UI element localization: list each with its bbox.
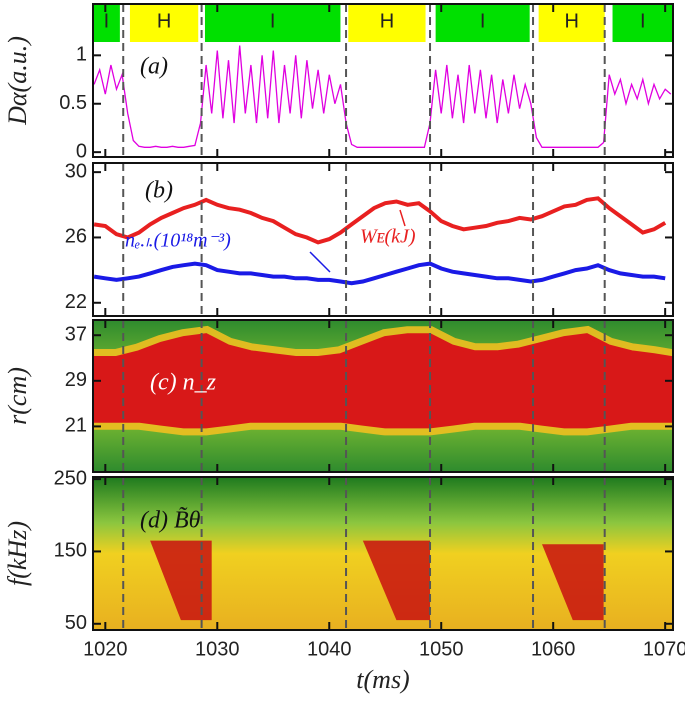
burst [541,544,604,621]
panel-label: (c) n_z [150,370,217,396]
band [93,333,673,429]
annotation-arrow [309,251,331,273]
y-tick-label: 29 [65,369,87,391]
panel [93,320,673,472]
phase-bar [538,4,605,42]
x-tick-label: 1040 [307,638,352,660]
annotation-arrow [399,209,406,227]
x-tick-label: 1070 [643,638,685,660]
x-tick-label: 1050 [419,638,464,660]
phase-label: I [270,10,276,32]
y-tick-label: 21 [65,415,87,437]
panel-label: (a) [140,54,168,80]
y-tick-label: 37 [65,323,87,345]
panel-label: (d) B̃θ [140,507,201,534]
panel [93,477,673,630]
phase-label: I [640,10,646,32]
series-line [93,261,666,286]
panel-frame [92,476,674,631]
series-annotation: nₑ.ₗ.(10¹⁸m⁻³) [125,230,231,252]
phase-bar [204,4,341,42]
series-annotation: Wᴇ(kJ) [360,226,416,248]
phase-label: H [157,10,171,32]
phase-bar [129,4,199,42]
phase-bar [435,4,530,42]
y-tick-label: 30 [65,160,87,182]
burst [362,540,431,621]
panel-label: (b) [145,178,173,204]
y-tick-label: 1 [76,44,87,66]
y-axis-label: Dα(a.u.) [3,36,32,126]
y-tick-label: 0 [76,140,87,162]
y-tick-label: 250 [54,467,87,489]
x-tick-label: 1060 [531,638,576,660]
phase-bar [348,4,426,42]
series-line [93,45,672,148]
phase-label: H [380,10,394,32]
phase-label: I [104,10,110,32]
burst [150,540,212,621]
panel-frame [92,3,674,158]
phase-bar [93,4,120,42]
y-tick-label: 50 [65,612,87,634]
y-tick-label: 0.5 [59,92,87,114]
y-tick-label: 22 [65,291,87,313]
x-axis-label: t(ms) [356,665,409,694]
panel [93,163,667,316]
y-tick-label: 26 [65,226,87,248]
phase-label: H [564,10,578,32]
phase-bar [612,4,673,42]
y-axis-label: f(kHz) [3,521,32,586]
panel-frame [92,162,674,317]
y-tick-label: 150 [54,540,87,562]
series-line [93,196,667,245]
x-tick-label: 1030 [195,638,240,660]
x-tick-label: 1020 [83,638,128,660]
y-axis-label: r(cm) [3,367,32,425]
panel-frame [92,319,674,473]
phase-label: I [480,10,486,32]
